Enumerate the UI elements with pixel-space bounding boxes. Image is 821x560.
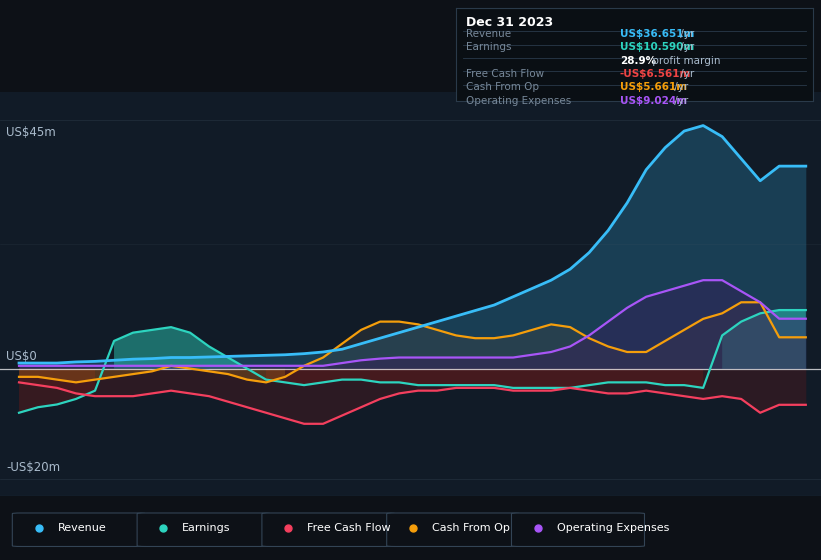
Text: /yr: /yr [672, 96, 689, 106]
Text: US$10.590m: US$10.590m [620, 42, 695, 52]
FancyBboxPatch shape [511, 513, 644, 547]
Text: Earnings: Earnings [466, 42, 511, 52]
FancyBboxPatch shape [387, 513, 520, 547]
Text: 28.9%: 28.9% [620, 55, 656, 66]
Text: /yr: /yr [677, 29, 695, 39]
Text: profit margin: profit margin [649, 55, 720, 66]
FancyBboxPatch shape [12, 513, 145, 547]
Text: US$45m: US$45m [6, 125, 56, 138]
Text: -US$20m: -US$20m [6, 460, 60, 474]
Text: Operating Expenses: Operating Expenses [557, 524, 669, 534]
Text: US$0: US$0 [6, 350, 37, 363]
Text: /yr: /yr [672, 82, 689, 92]
Text: Cash From Op: Cash From Op [432, 524, 510, 534]
Text: Cash From Op: Cash From Op [466, 82, 539, 92]
Text: Revenue: Revenue [57, 524, 106, 534]
Text: US$36.651m: US$36.651m [620, 29, 695, 39]
Text: Revenue: Revenue [466, 29, 511, 39]
Text: Free Cash Flow: Free Cash Flow [307, 524, 391, 534]
Text: -US$6.561m: -US$6.561m [620, 69, 691, 79]
Text: US$9.024m: US$9.024m [620, 96, 687, 106]
Text: /yr: /yr [677, 69, 695, 79]
FancyBboxPatch shape [262, 513, 395, 547]
Text: Operating Expenses: Operating Expenses [466, 96, 571, 106]
Text: Earnings: Earnings [182, 524, 231, 534]
Text: /yr: /yr [677, 42, 695, 52]
FancyBboxPatch shape [137, 513, 270, 547]
Text: US$5.661m: US$5.661m [620, 82, 687, 92]
Text: Free Cash Flow: Free Cash Flow [466, 69, 544, 79]
Text: Dec 31 2023: Dec 31 2023 [466, 16, 553, 29]
